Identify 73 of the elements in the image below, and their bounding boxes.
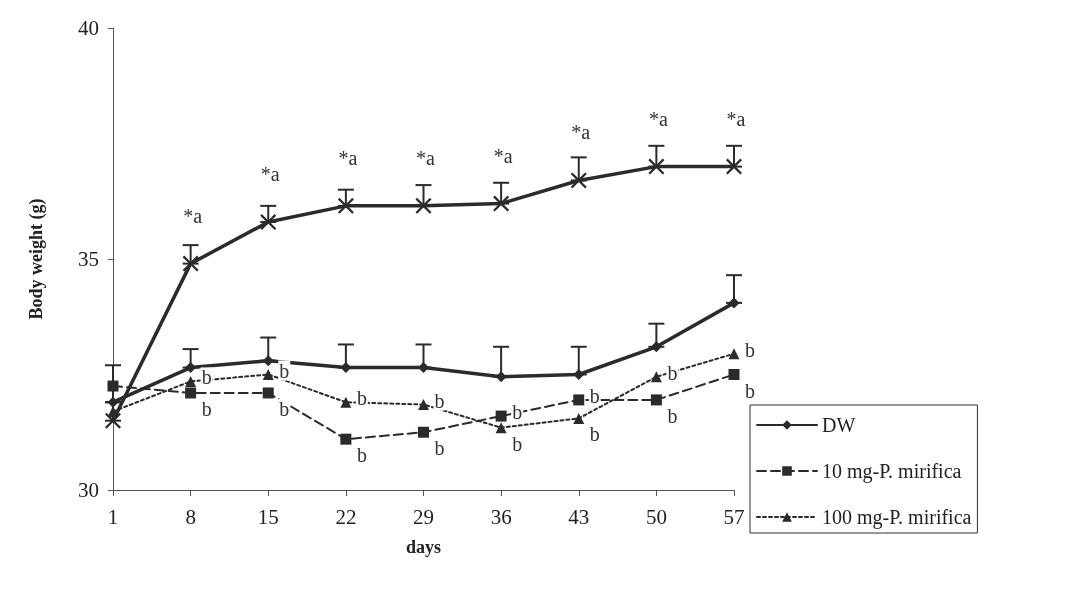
annotation: b <box>667 404 678 427</box>
point <box>573 412 585 424</box>
point <box>573 369 585 380</box>
annotation: *a <box>338 146 358 169</box>
point <box>185 375 197 387</box>
point <box>573 394 585 406</box>
x-tick-label: 29 <box>413 504 434 529</box>
point <box>418 399 429 411</box>
y-tick-label: 40 <box>78 16 99 40</box>
point <box>107 380 119 392</box>
point <box>728 348 740 360</box>
annotation: *a <box>648 107 668 130</box>
x-tick-label: 57 <box>723 504 745 529</box>
legend-label: DW <box>822 414 856 436</box>
point <box>260 214 277 231</box>
point <box>648 158 665 175</box>
point <box>185 387 197 399</box>
point <box>182 255 199 272</box>
point <box>337 197 354 214</box>
annotation: b <box>434 437 445 460</box>
annotation: b <box>201 366 212 389</box>
annotation: b <box>667 361 678 384</box>
annotation: b <box>201 397 212 420</box>
annotation: b <box>512 432 523 455</box>
point <box>340 433 352 445</box>
annotation: *a <box>493 144 513 167</box>
x-tick-label: 22 <box>335 504 357 529</box>
annotation: *a <box>571 121 591 144</box>
point <box>262 387 274 399</box>
point <box>728 369 740 380</box>
point <box>493 195 510 212</box>
point <box>415 197 432 214</box>
x-tick-label: 1 <box>107 504 119 529</box>
x-tick-label: 43 <box>568 504 590 529</box>
point <box>107 396 119 408</box>
annotation: b <box>512 401 523 424</box>
x-tick-label: 50 <box>645 504 667 529</box>
point <box>262 355 274 367</box>
point <box>726 158 742 175</box>
annotation: *a <box>260 163 280 186</box>
point <box>650 394 662 406</box>
annotation: b <box>434 389 445 412</box>
annotation: b <box>279 397 290 420</box>
annotation: b <box>745 379 755 402</box>
x-axis-title: days <box>405 537 442 557</box>
annotation: b <box>356 444 367 467</box>
y-axis-title: Body weight (g) <box>26 198 47 320</box>
point <box>495 422 507 434</box>
annotation: *a <box>183 204 203 227</box>
legend-label: 10 mg-P. mirifica <box>822 460 962 483</box>
point <box>418 426 429 438</box>
point <box>105 412 121 429</box>
annotation: b <box>279 359 290 382</box>
point <box>570 172 587 189</box>
point <box>340 396 352 408</box>
legend-label: 100 mg-P. mirifica <box>822 506 972 529</box>
x-tick-label: 36 <box>490 504 512 529</box>
y-tick-label: 35 <box>78 247 99 271</box>
annotation: b <box>589 384 600 407</box>
point <box>262 369 274 380</box>
annotation: *a <box>726 107 746 130</box>
annotation: b <box>745 338 755 361</box>
y-tick-label: 30 <box>78 478 99 502</box>
point <box>495 410 507 422</box>
x-tick-label: 8 <box>185 504 196 529</box>
point <box>650 341 662 353</box>
x-tick-label: 15 <box>257 504 279 529</box>
annotation: b <box>589 423 600 446</box>
annotation: b <box>356 387 367 410</box>
point <box>418 362 429 374</box>
point <box>728 297 740 309</box>
annotation: *a <box>416 146 436 169</box>
point <box>650 371 662 383</box>
